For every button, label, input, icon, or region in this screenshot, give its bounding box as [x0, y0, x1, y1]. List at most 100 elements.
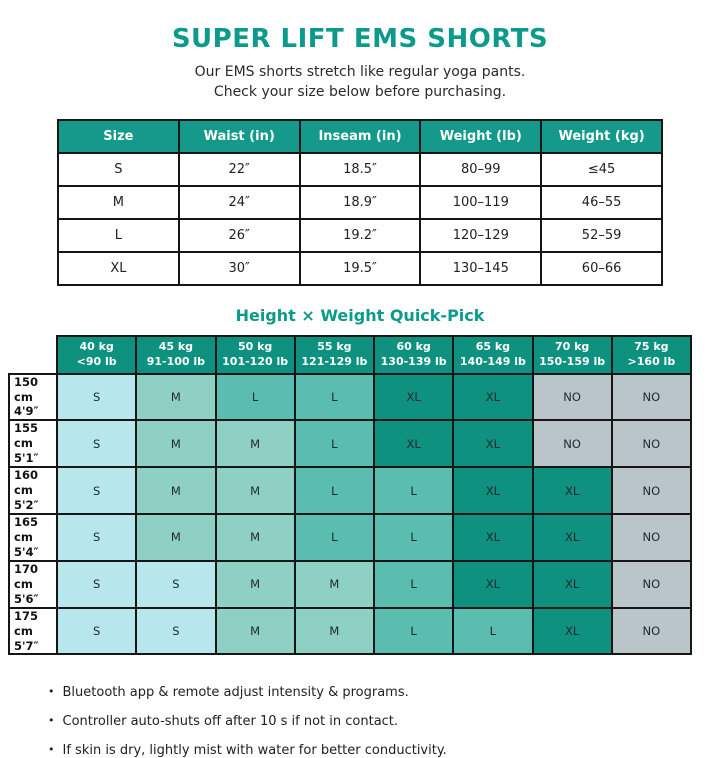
- note-item: • Bluetooth app & remote adjust intensity…: [48, 685, 720, 701]
- note-text: Controller auto-shuts off after 10 s if …: [62, 714, 399, 730]
- matrix-cell: XL: [531, 466, 613, 516]
- bullet-icon: •: [48, 685, 55, 699]
- matrix-cell: XL: [531, 559, 613, 609]
- matrix-cell: M: [135, 372, 217, 422]
- weight-lb-cell: 80–99: [419, 151, 543, 187]
- waist-cell: 26″: [177, 217, 301, 253]
- size-cell: M: [57, 184, 180, 220]
- matrix-cell: XL: [452, 513, 534, 562]
- footnotes: • Bluetooth app & remote adjust intensity…: [48, 685, 720, 758]
- matrix-cell: NO: [610, 606, 693, 656]
- matrix-cell: S: [55, 466, 138, 516]
- weight-lb-col-header: Weight (lb): [419, 118, 543, 154]
- matrix-cell: M: [135, 466, 217, 516]
- weight-col-header: 60 kg 130-139 lb: [372, 334, 455, 375]
- matrix-cell: XL: [452, 372, 534, 422]
- matrix-cell: XL: [531, 606, 613, 656]
- subtitle: Our EMS shorts stretch like regular yoga…: [0, 62, 720, 103]
- note-text: Bluetooth app & remote adjust intensity …: [62, 685, 409, 701]
- matrix-cell: S: [55, 513, 138, 562]
- height-row-header: 155 cm 5'1″: [8, 419, 58, 469]
- weight-col-header: 55 kg 121-129 lb: [293, 334, 376, 375]
- matrix-cell: L: [452, 606, 534, 656]
- size-row-m: M 24″ 18.9″ 100–119 46–55: [57, 184, 663, 220]
- matrix-corner-cell: [9, 335, 57, 374]
- waist-cell: 30″: [177, 250, 301, 286]
- inseam-cell: 18.5″: [298, 151, 422, 187]
- weight-col-header: 40 kg <90 lb: [55, 334, 138, 375]
- weight-lb-cell: 120–129: [419, 217, 543, 253]
- inseam-cell: 18.9″: [298, 184, 422, 220]
- inseam-cell: 19.2″: [298, 217, 422, 253]
- height-row-header: 160 cm 5'2″: [8, 466, 58, 516]
- weight-kg-cell: 46–55: [540, 184, 663, 220]
- matrix-cell: L: [372, 559, 455, 609]
- waist-col-header: Waist (in): [177, 118, 301, 154]
- matrix-row-160cm: 160 cm 5'2″ S M M L L XL XL NO: [8, 466, 693, 516]
- quick-pick-matrix: 40 kg <90 lb 45 kg 91-100 lb 50 kg 101-120 …: [8, 334, 693, 656]
- matrix-cell: S: [55, 606, 138, 656]
- matrix-cell: M: [214, 513, 296, 562]
- size-row-xl: XL 30″ 19.5″ 130–145 60–66: [57, 250, 663, 286]
- matrix-cell: NO: [610, 466, 693, 516]
- matrix-cell: M: [293, 606, 376, 656]
- size-cell: L: [57, 217, 180, 253]
- weight-col-header: 50 kg 101-120 lb: [214, 334, 296, 375]
- size-chart-page: SUPER LIFT EMS SHORTS Our EMS shorts str…: [0, 24, 720, 758]
- matrix-cell: S: [135, 606, 217, 656]
- bullet-icon: •: [48, 714, 55, 728]
- matrix-cell: XL: [531, 513, 613, 562]
- matrix-cell: NO: [531, 372, 613, 422]
- weight-lb-cell: 130–145: [419, 250, 543, 286]
- waist-cell: 22″: [177, 151, 301, 187]
- weight-kg-cell: ≤45: [540, 151, 663, 187]
- size-col-header: Size: [57, 118, 180, 154]
- matrix-cell: NO: [610, 559, 693, 609]
- matrix-cell: L: [214, 372, 296, 422]
- subtitle-line-1: Our EMS shorts stretch like regular yoga…: [194, 64, 526, 80]
- matrix-cell: NO: [610, 513, 693, 562]
- weight-col-header: 65 kg 140-149 lb: [452, 334, 534, 375]
- waist-cell: 24″: [177, 184, 301, 220]
- matrix-cell: M: [214, 419, 296, 469]
- size-row-s: S 22″ 18.5″ 80–99 ≤45: [57, 151, 663, 187]
- matrix-cell: S: [55, 372, 138, 422]
- matrix-row-165cm: 165 cm 5'4″ S M M L L XL XL NO: [8, 513, 693, 562]
- height-row-header: 150 cm 4'9″: [8, 372, 58, 422]
- matrix-cell: XL: [452, 466, 534, 516]
- weight-col-header: 75 kg >160 lb: [610, 334, 693, 375]
- matrix-cell: L: [372, 606, 455, 656]
- height-row-header: 165 cm 5'4″: [8, 513, 58, 562]
- matrix-cell: M: [214, 466, 296, 516]
- size-cell: S: [57, 151, 180, 187]
- height-row-header: 170 cm 5'6″: [8, 559, 58, 609]
- matrix-cell: M: [135, 419, 217, 469]
- matrix-cell: NO: [610, 419, 693, 469]
- subtitle-line-2: Check your size below before purchasing.: [213, 84, 507, 101]
- matrix-cell: XL: [372, 419, 455, 469]
- quick-pick-title: Height × Weight Quick-Pick: [235, 305, 485, 325]
- matrix-cell: XL: [372, 372, 455, 422]
- matrix-row-175cm: 175 cm 5'7″ S S M M L L XL NO: [8, 606, 693, 656]
- inseam-col-header: Inseam (in): [298, 118, 422, 154]
- matrix-cell: NO: [531, 419, 613, 469]
- matrix-row-170cm: 170 cm 5'6″ S S M M L XL XL NO: [8, 559, 693, 609]
- note-text: If skin is dry, lightly mist with water …: [62, 742, 447, 758]
- matrix-cell: XL: [452, 419, 534, 469]
- matrix-cell: M: [293, 559, 376, 609]
- matrix-cell: L: [372, 466, 455, 516]
- inseam-cell: 19.5″: [298, 250, 422, 286]
- matrix-cell: M: [214, 606, 296, 656]
- matrix-cell: S: [55, 419, 138, 469]
- matrix-cell: NO: [610, 372, 693, 422]
- size-cell: XL: [57, 250, 180, 286]
- matrix-cell: L: [293, 466, 376, 516]
- weight-lb-cell: 100–119: [419, 184, 543, 220]
- matrix-cell: S: [55, 559, 138, 609]
- note-item: • Controller auto-shuts off after 10 s if…: [48, 714, 720, 730]
- matrix-row-155cm: 155 cm 5'1″ S M M L XL XL NO NO: [8, 419, 693, 469]
- weight-kg-col-header: Weight (kg): [540, 118, 663, 154]
- matrix-row-150cm: 150 cm 4'9″ S M L L XL XL NO NO: [8, 372, 693, 422]
- matrix-cell: XL: [452, 559, 534, 609]
- size-table-header-row: Size Waist (in) Inseam (in) Weight (lb) …: [57, 118, 663, 154]
